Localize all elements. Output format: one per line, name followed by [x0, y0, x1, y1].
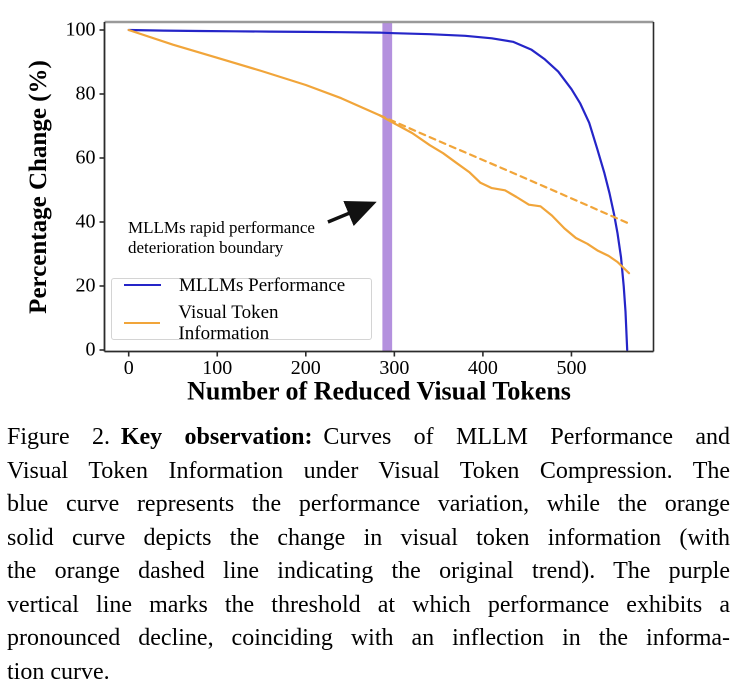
figure-chart: 0 100 200 300 400 500 0 20 40 60 80 100 Number of R…: [25, 19, 655, 405]
legend-item-mllms-performance: MLLMs Performance: [112, 275, 371, 296]
y-axis-title: Percentage Change (%): [25, 60, 52, 314]
caption-line: the orange dashed line indicating the or…: [7, 558, 730, 584]
x-tick-label: 200: [291, 357, 321, 379]
y-tick-label: 0: [86, 339, 96, 361]
chart-annotation: MLLMs rapid performance deterioration bo…: [128, 218, 315, 258]
series-mllms-performance: [127, 28, 629, 352]
caption-key-observation: Key observation:: [120, 424, 313, 450]
x-tick-label: 0: [124, 357, 134, 379]
x-tick-label: 500: [556, 357, 586, 379]
caption-figure-label: Figure 2.: [7, 424, 111, 450]
chart-legend: MLLMs Performance Visual Token Informati…: [111, 275, 372, 344]
series-visual-token-information: [127, 28, 631, 275]
x-tick-label: 400: [468, 357, 498, 379]
annotation-line-2: deterioration boundary: [128, 238, 284, 257]
figure-caption: Figure 2. Key observation: Curves of MLLM …: [7, 421, 730, 689]
caption-line: tion curve.: [7, 658, 110, 685]
caption-line: Figure 2. Key observation: Curves of MLLM …: [7, 421, 730, 455]
legend-line-icon-blue: [124, 284, 161, 286]
x-tick-label: 300: [379, 357, 409, 379]
annotation-arrow-icon: [327, 200, 377, 227]
y-tick-label: 80: [76, 83, 96, 105]
caption-line: blue curve represents the performance va…: [7, 491, 730, 517]
y-tick-label: 100: [66, 19, 96, 41]
x-axis-title: Number of Reduced Visual Tokens: [187, 376, 571, 405]
caption-line: pronounced decline, coinciding with an i…: [7, 625, 730, 651]
legend-item-visual-token-information: Visual Token Information: [112, 302, 371, 344]
annotation-line-1: MLLMs rapid performance: [128, 218, 315, 237]
y-tick-label: 20: [76, 275, 96, 297]
threshold-band: [382, 22, 393, 352]
y-tick-label: 40: [76, 211, 96, 233]
caption-line: solid curve depicts the change in visual…: [7, 524, 730, 551]
caption-text: Curves of MLLM Performance and: [323, 424, 730, 450]
caption-line: Visual Token Information under Visual To…: [7, 457, 730, 484]
chart-canvas: 0 100 200 300 400 500 0 20 40 60 80 100 Number of R…: [25, 19, 655, 405]
legend-label: Visual Token Information: [178, 301, 279, 344]
y-tick-label: 60: [76, 147, 96, 169]
x-tick-label: 100: [202, 357, 232, 379]
legend-label: MLLMs Performance: [179, 274, 346, 296]
series-original-trend-dashed-: [378, 113, 631, 225]
legend-line-icon-orange: [124, 321, 161, 324]
caption-line: vertical line marks the threshold at whi…: [7, 591, 730, 618]
